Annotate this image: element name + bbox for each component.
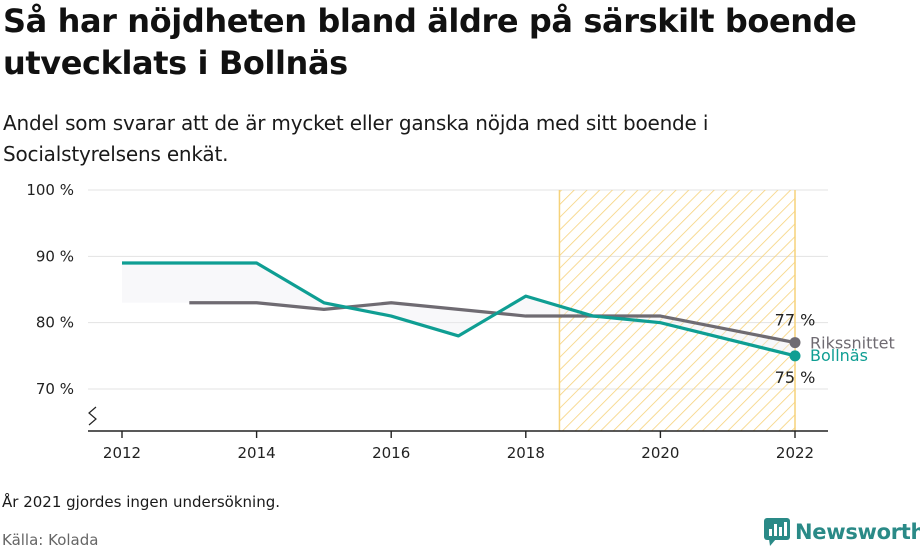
y-tick-label: 70 %	[36, 380, 74, 398]
series-line	[189, 301, 796, 345]
x-tick-label: 2016	[372, 444, 410, 462]
brand-name: Newsworthy	[795, 520, 920, 544]
y-tick-label: 100 %	[26, 181, 74, 199]
y-axis-break-marker	[88, 406, 97, 426]
bollnas-value-label: 75 %	[775, 368, 816, 387]
rikssnittet-value-label: 77 %	[775, 311, 816, 330]
x-tick-label: 2020	[641, 444, 679, 462]
series-line	[122, 261, 796, 358]
newsworthy-logo: Newsworthy	[764, 518, 920, 546]
x-tick-label: 2012	[103, 444, 141, 462]
newsworthy-chart-bubble-icon	[764, 518, 790, 546]
x-tick-label: 2018	[507, 444, 545, 462]
line-chart: 70 % 80 % 90 % 100 % 2012 2014 2016 2018 2020 20…	[26, 181, 895, 462]
bollnas-series-label: Bollnäs	[810, 346, 868, 365]
source-credit: Källa: Kolada	[2, 531, 99, 549]
footnote: År 2021 gjordes ingen undersökning.	[2, 493, 281, 511]
y-tick-label: 90 %	[36, 247, 74, 265]
x-tick-label: 2022	[776, 444, 814, 462]
chart-title: Så har nöjdheten bland äldre på särskilt…	[3, 2, 857, 82]
highlight-hatch-area	[559, 190, 795, 431]
series-end-point	[789, 350, 801, 362]
y-tick-label: 80 %	[36, 314, 74, 332]
x-tick-label: 2014	[238, 444, 276, 462]
rikssnittet-series-label: Rikssnittet	[810, 334, 895, 353]
chart-subtitle: Andel som svarar att de är mycket eller …	[3, 111, 709, 166]
series-end-point	[789, 337, 801, 349]
